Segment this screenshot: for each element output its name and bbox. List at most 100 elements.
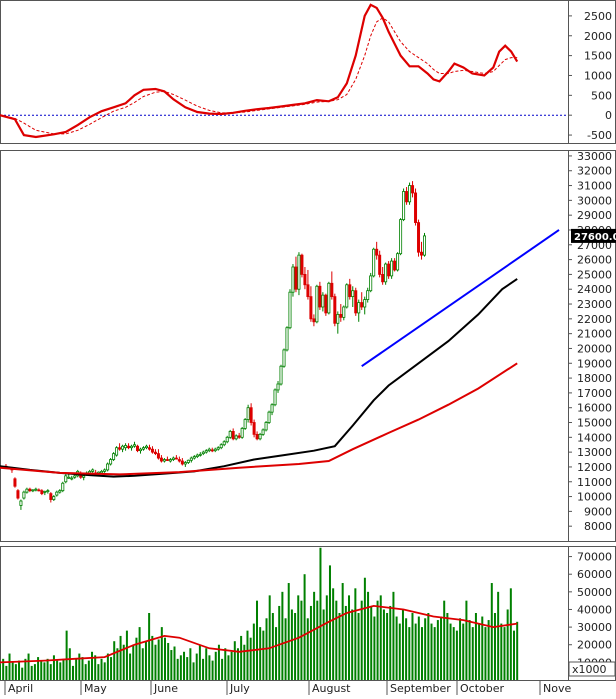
volume-bar — [179, 655, 182, 680]
price-ytick-label: 25000 — [577, 268, 612, 281]
candle-body — [118, 447, 122, 450]
volume-bar — [91, 651, 94, 680]
volume-bar — [401, 609, 404, 680]
candle-body — [207, 448, 211, 452]
candle-body — [141, 447, 145, 450]
volume-bar — [490, 583, 493, 680]
price-ytick-label: 33000 — [577, 150, 612, 163]
x-month-label: June — [153, 682, 178, 695]
candle-body — [309, 296, 313, 320]
volume-bar — [513, 630, 516, 680]
candle-body — [153, 451, 157, 455]
candle-body — [231, 431, 235, 440]
candle-body — [55, 491, 59, 496]
volume-panel: 70000600005000040000300002000010000x1000 — [0, 546, 616, 681]
candle-body — [195, 454, 199, 457]
volume-bar — [167, 642, 170, 680]
macd-ytick-label: 500 — [591, 89, 612, 102]
volume-bar — [249, 637, 252, 680]
current-price-badge — [571, 228, 616, 243]
candle-body — [136, 445, 140, 452]
candle-body — [381, 274, 385, 283]
volume-bar — [87, 660, 90, 680]
candle-body — [91, 469, 95, 472]
candle-body — [130, 445, 134, 449]
volume-bar — [465, 600, 468, 680]
candle-body — [210, 449, 214, 452]
price-panel: 3300032000310003000029000280002700026000… — [0, 150, 616, 542]
price-ytick-label: 30000 — [577, 194, 612, 207]
volume-bar — [236, 648, 239, 680]
volume-bar — [97, 664, 100, 680]
macd-ytick-label: 0 — [605, 109, 612, 122]
volume-bar — [52, 655, 55, 680]
x-month-label: August — [312, 682, 351, 695]
candle-body — [417, 222, 421, 253]
candle-body — [186, 459, 190, 463]
candle-body — [192, 456, 196, 459]
volume-bar — [325, 595, 328, 680]
candle-body — [34, 488, 38, 491]
candle-body — [399, 219, 403, 255]
candle-body — [127, 445, 131, 449]
candle-body — [336, 313, 340, 324]
candle-body — [22, 491, 26, 499]
candle-body — [159, 457, 163, 462]
candle-body — [171, 457, 175, 460]
candle-body — [348, 284, 352, 298]
volume-bar — [471, 627, 474, 680]
volume-bar — [227, 655, 230, 680]
candle-body — [147, 447, 151, 450]
candle-body — [408, 185, 412, 203]
candle-body — [165, 459, 169, 461]
macd-series-signal-line — [0, 17, 518, 135]
volume-bar — [21, 667, 24, 680]
volume-bar — [217, 644, 220, 680]
volume-bar — [446, 613, 449, 680]
volume-bar — [24, 658, 27, 680]
volume-bar — [56, 660, 59, 680]
volume-ytick-label: 50000 — [577, 586, 612, 599]
candle-body — [82, 475, 86, 478]
macd-ytick-label: 1000 — [584, 69, 612, 82]
candle-body — [291, 266, 295, 293]
volume-bar — [221, 658, 224, 680]
candle-body — [174, 457, 178, 460]
price-ytick-label: 19000 — [577, 357, 612, 370]
volume-bar — [224, 648, 227, 680]
volume-bar — [290, 609, 293, 680]
candle-body — [240, 428, 244, 438]
candle-body — [276, 383, 280, 391]
candle-body — [139, 448, 143, 452]
candle-body — [285, 327, 289, 351]
volume-bar — [284, 618, 287, 680]
volume-bar — [40, 660, 43, 680]
volume-bar — [59, 662, 62, 680]
volume-bar — [395, 616, 398, 680]
volume-bar — [424, 618, 427, 680]
volume-bar — [497, 591, 500, 680]
volume-units-label: x1000 — [572, 663, 607, 676]
volume-bar — [176, 658, 179, 680]
volume-bar — [100, 658, 103, 680]
price-ytick-label: 29000 — [577, 209, 612, 222]
volume-bar — [287, 583, 290, 680]
volume-bar — [202, 658, 205, 680]
candle-body — [324, 294, 328, 314]
volume-bar — [119, 635, 122, 680]
volume-bar — [110, 657, 113, 680]
candle-body — [405, 191, 409, 203]
volume-bar — [157, 639, 160, 680]
macd-series-macd-line — [0, 3, 519, 139]
volume-bar — [62, 658, 65, 680]
volume-ytick-label: 20000 — [577, 639, 612, 652]
volume-bar — [313, 591, 316, 680]
candle-body — [64, 475, 68, 483]
volume-bar — [0, 664, 1, 680]
volume-bar — [487, 620, 490, 680]
volume-bar — [493, 613, 496, 680]
volume-bar — [370, 605, 373, 680]
candle-body — [273, 389, 277, 406]
volume-bar — [186, 657, 189, 680]
candle-body — [216, 447, 220, 450]
